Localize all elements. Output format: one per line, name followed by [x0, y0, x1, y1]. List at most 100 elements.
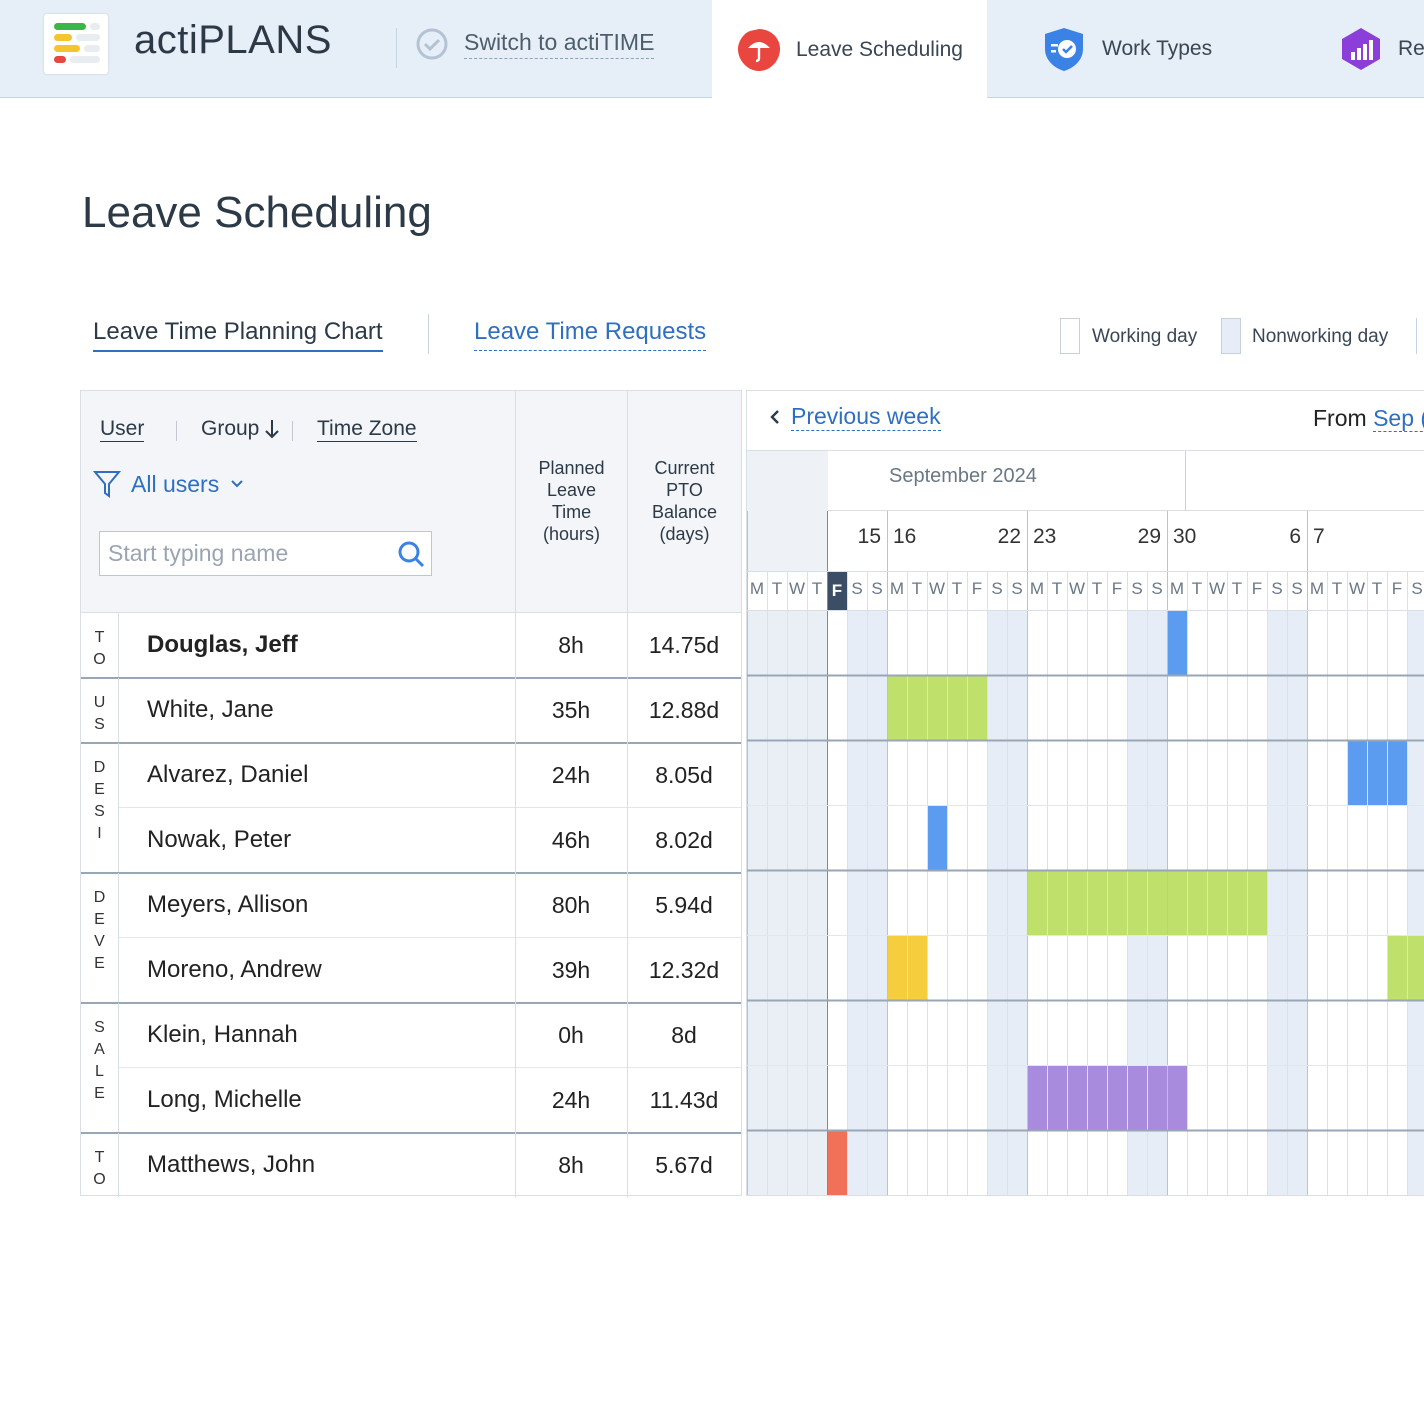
weekday-letter: S	[851, 579, 863, 598]
day-column-shade	[1407, 611, 1424, 1195]
day-column-shade	[747, 611, 767, 1195]
planned-leave-value: 35h	[551, 697, 591, 723]
table-row[interactable]: Matthews, John 8h 5.67d	[81, 1133, 741, 1197]
weekday-letter: M	[1309, 579, 1325, 598]
bar-chart-icon	[1342, 28, 1380, 70]
user-name: Alvarez, Daniel	[147, 761, 309, 788]
row-divider	[119, 807, 741, 808]
weekday-letter: W	[788, 579, 806, 598]
weekday-letter: T	[1091, 579, 1103, 598]
from-label: From	[1313, 405, 1367, 431]
table-row[interactable]: White, Jane 35h 12.88d	[81, 678, 741, 742]
table-row[interactable]: Moreno, Andrew 39h 12.32d	[81, 938, 741, 1002]
weekday-letter: T	[1191, 579, 1203, 598]
user-filter-dropdown[interactable]: All users	[93, 469, 245, 499]
subtab-planning-chart[interactable]: Leave Time Planning Chart	[93, 318, 383, 352]
divider	[1416, 318, 1417, 354]
pto-balance-value: 8.05d	[655, 762, 713, 788]
tab-work-types[interactable]: Work Types	[1040, 0, 1212, 98]
tab-leave-scheduling[interactable]: Leave Scheduling	[712, 0, 987, 99]
table-row[interactable]: Long, Michelle 24h 11.43d	[81, 1068, 741, 1132]
pto-balance-value: 5.94d	[655, 892, 713, 918]
legend-working-label: Working day	[1092, 326, 1198, 347]
weekday-letter: W	[1348, 579, 1366, 598]
user-name: Douglas, Jeff	[147, 631, 298, 658]
leave-calendar: Previous week From Sep ( September 2024 …	[746, 390, 1424, 1196]
switch-to-actitime-link[interactable]: Switch to actiTIME	[414, 22, 655, 66]
table-row[interactable]: Klein, Hannah 0h 8d	[81, 1003, 741, 1067]
arrow-down-icon	[265, 420, 280, 439]
group-divider	[81, 677, 741, 679]
planned-leave-header[interactable]: Planned Leave Time (hours)	[515, 391, 627, 613]
user-name: Klein, Hannah	[147, 1021, 298, 1048]
today-weekday-letter: F	[827, 571, 847, 611]
legend-nonworking-label: Nonworking day	[1252, 326, 1389, 347]
leave-bar	[1387, 936, 1424, 1000]
actiplans-logo-icon[interactable]	[44, 14, 108, 74]
sort-by-timezone[interactable]: Time Zone	[317, 417, 417, 442]
search-icon[interactable]	[397, 540, 425, 568]
weekday-letter: S	[991, 579, 1003, 598]
pto-balance-header[interactable]: Current PTO Balance (days)	[627, 391, 741, 613]
day-column-shade	[767, 611, 787, 1195]
weekday-letter: M	[1169, 579, 1185, 598]
day-column-shade	[867, 611, 887, 1195]
date-range-picker[interactable]: From Sep (	[1313, 405, 1424, 432]
from-date-value[interactable]: Sep (	[1373, 405, 1424, 432]
sort-by-user[interactable]: User	[100, 417, 145, 442]
weekday-letter: S	[1131, 579, 1143, 598]
previous-week-button[interactable]: Previous week	[769, 403, 941, 431]
weekday-letter: F	[1111, 579, 1123, 598]
leave-bar	[1167, 611, 1187, 675]
users-table: User Group Time Zone All users	[80, 390, 742, 1198]
chevron-left-icon	[770, 410, 779, 424]
divider	[396, 28, 397, 68]
past-days-shade	[747, 451, 828, 571]
legend-nonworking-swatch	[1221, 318, 1241, 354]
weekday-letter: W	[1208, 579, 1226, 598]
pto-balance-value: 12.88d	[648, 697, 720, 723]
table-row[interactable]: Alvarez, Daniel 24h 8.05d	[81, 743, 741, 807]
user-name: Matthews, John	[147, 1151, 316, 1178]
weekday-letter: T	[1051, 579, 1063, 598]
date-number: 23	[1033, 525, 1057, 548]
day-column-shade	[1267, 611, 1287, 1195]
user-name: Moreno, Andrew	[147, 956, 322, 983]
date-number: 6	[1289, 525, 1301, 548]
switch-label: Switch to actiTIME	[464, 29, 655, 59]
weekday-letter: S	[1011, 579, 1023, 598]
weekday-letter: T	[1231, 579, 1243, 598]
pto-balance-value: 11.43d	[649, 1087, 719, 1113]
group-divider	[81, 742, 741, 744]
table-row[interactable]: Nowak, Peter 46h 8.02d	[81, 808, 741, 872]
day-column-shade	[847, 611, 867, 1195]
leave-bar	[927, 806, 947, 870]
weekday-letter: S	[1151, 579, 1163, 598]
divider	[428, 314, 429, 354]
weekday-letter: T	[771, 579, 783, 598]
user-name: Long, Michelle	[147, 1086, 302, 1113]
tab-label: Rep	[1398, 37, 1424, 60]
filter-icon	[93, 471, 121, 498]
tab-label: Work Types	[1102, 37, 1213, 60]
pto-balance-value: 8d	[671, 1022, 697, 1048]
user-name: Nowak, Peter	[147, 826, 292, 853]
subtab-leave-requests[interactable]: Leave Time Requests	[474, 318, 707, 351]
weekday-letter: M	[1029, 579, 1045, 598]
tab-reports[interactable]: Rep	[1338, 0, 1424, 98]
calendar-grid	[747, 451, 1424, 1195]
day-column-shade	[807, 611, 827, 1195]
weekday-letter: S	[1411, 579, 1423, 598]
sort-by-group[interactable]: Group	[201, 417, 281, 441]
table-row[interactable]: Meyers, Allison 80h 5.94d	[81, 873, 741, 937]
weekday-letter: T	[911, 579, 923, 598]
user-search-input[interactable]	[100, 532, 390, 575]
date-number: 16	[893, 525, 917, 548]
weekday-letter: W	[928, 579, 946, 598]
table-row[interactable]: Douglas, Jeff 8h 14.75d	[81, 613, 741, 677]
